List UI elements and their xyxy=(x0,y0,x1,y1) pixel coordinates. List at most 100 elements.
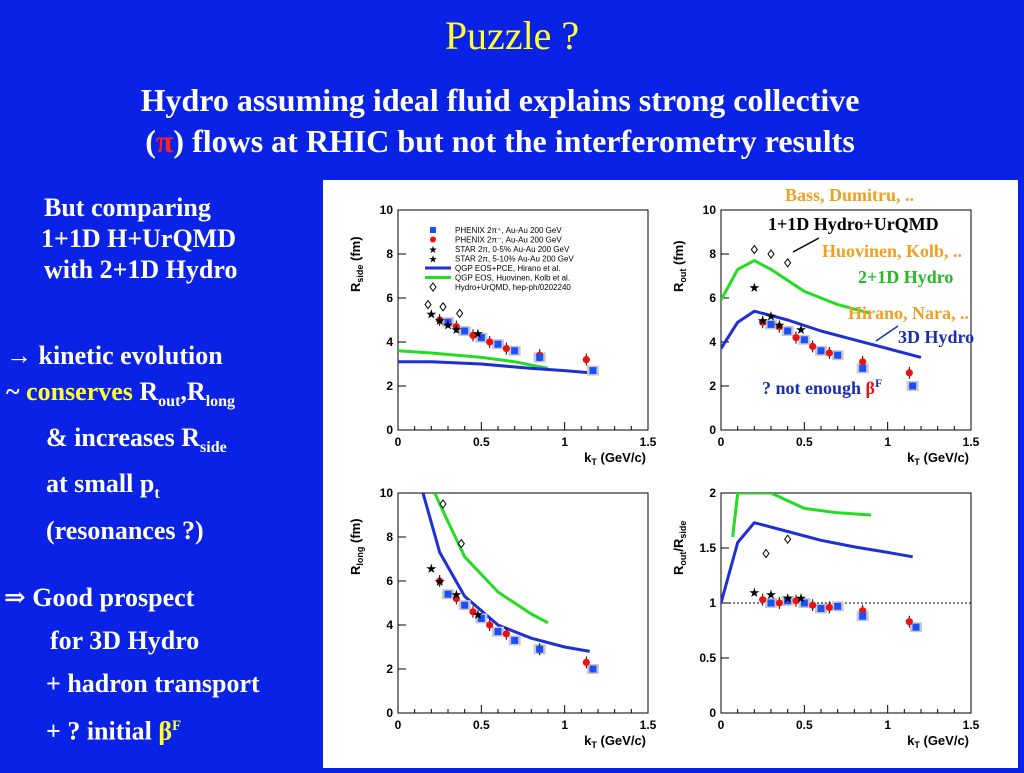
star-point: ★ xyxy=(434,313,446,328)
urqmd-point xyxy=(784,534,792,545)
kinetic-line3: & increases Rside xyxy=(46,420,235,466)
kinetic-evolution: kinetic evolution xyxy=(38,341,223,370)
y-axis-label-part: R xyxy=(671,565,686,575)
y-tick-label: 0 xyxy=(709,423,716,437)
phenix-pos-point xyxy=(477,614,485,622)
phenix-pos-point xyxy=(589,367,597,375)
comparing-line2: 1+1D H+UrQMD xyxy=(41,224,236,253)
x-tick-label: 1.5 xyxy=(640,435,657,449)
kinetic-text: → kinetic evolution ~ conserves Rout,Rlo… xyxy=(6,338,235,549)
star-point: ★ xyxy=(749,585,761,600)
y-tick-label: 2 xyxy=(386,662,393,676)
legend-marker-diamond xyxy=(429,282,437,292)
y-axis-label-part: (fm) xyxy=(671,240,686,268)
x-axis-label: kT (GeV/c) xyxy=(907,733,969,750)
x-tick-label: 0 xyxy=(718,718,725,732)
phenix-pos-point xyxy=(834,351,842,359)
phenix-neg-point xyxy=(582,356,590,364)
plot-frame xyxy=(397,492,649,714)
plot-area: ★★★★ ★ xyxy=(721,244,922,391)
phenix-neg-point xyxy=(582,658,590,666)
urqmd-point xyxy=(424,299,432,310)
x-axis-label: kT (GeV/c) xyxy=(584,733,646,750)
hydro3d-arrow xyxy=(875,325,899,342)
hirano-curve xyxy=(721,309,922,359)
hirano-curve xyxy=(721,521,913,604)
increases-text: & increases R xyxy=(46,423,201,453)
x-tick-label: 0.5 xyxy=(796,718,813,732)
urqmd-point xyxy=(439,301,447,312)
phenix-neg-point xyxy=(759,318,767,326)
y-tick-label: 6 xyxy=(386,574,393,588)
y-tick-label: 1 xyxy=(709,596,716,610)
phenix-neg-point xyxy=(792,597,800,605)
y-axis-label-part: out xyxy=(678,552,688,566)
star-point: ★ xyxy=(472,607,484,622)
star-point: ★ xyxy=(795,322,807,337)
phenix-neg-point xyxy=(502,630,510,638)
legend-marker-star: ★ xyxy=(429,255,438,266)
y-tick-label: 2 xyxy=(386,379,393,393)
star-point: ★ xyxy=(782,591,794,606)
paren-open: ( xyxy=(145,123,156,159)
legend-entry: STAR 2π, 5-10% Au-Au 200 GeV xyxy=(455,255,574,264)
star-point: ★ xyxy=(757,313,769,328)
y-axis-label: Rout (fm) xyxy=(671,240,688,292)
y-tick-label: 6 xyxy=(386,291,393,305)
not-enough-sup: F xyxy=(875,376,883,390)
y-axis-label-part: long xyxy=(355,547,365,566)
phenix-neg-point xyxy=(452,595,460,603)
pi-symbol: π xyxy=(155,123,174,159)
phenix-pos-point xyxy=(444,590,452,598)
plots-panel: 0 2 4 6 8 10 0 0.5 1 1.5 kT (GeV/c) Rside (fm) ★ ★ ★ ★ ★… xyxy=(323,180,1018,768)
hirano-curve xyxy=(398,360,590,375)
y-axis-label-part: side xyxy=(678,521,688,539)
y-axis-label-part: (fm) xyxy=(348,518,363,546)
prospect-text: ⇒ Good prospect for 3D Hydro + hadron tr… xyxy=(4,576,260,753)
phenix-pos-point xyxy=(817,605,825,612)
phenix-neg-point xyxy=(809,601,817,609)
slide-subtitle: Hydro assuming ideal fluid explains stro… xyxy=(20,80,980,162)
y-axis-label-part: /R xyxy=(671,538,686,552)
y-tick-label: 8 xyxy=(386,247,393,261)
prospect-line3: + hadron transport xyxy=(46,669,260,698)
y-tick-label: 6 xyxy=(709,291,716,305)
y-tick-label: 8 xyxy=(386,530,393,544)
x-axis-label-unit: (GeV/c) xyxy=(920,733,969,748)
y-axis-label: Rout/Rside xyxy=(671,521,688,575)
huovinen-curve xyxy=(398,349,549,370)
y-tick-label: 0.5 xyxy=(699,651,716,665)
x-tick-label: 1 xyxy=(884,718,891,732)
star-point: ★ xyxy=(451,587,463,602)
phenix-neg-point xyxy=(905,618,913,626)
chart-4: 00.511.520 0.5 1 1.5kT (GeV/c)Rout/Rside★ ★ ★… xyxy=(671,486,980,750)
urqmd-point xyxy=(762,548,770,559)
y-tick-label: 2 xyxy=(709,379,716,393)
phenix-pos-point xyxy=(859,612,867,620)
sub-side: side xyxy=(200,439,227,457)
y-tick-label: 10 xyxy=(380,486,394,500)
phenix-neg-point xyxy=(775,599,783,607)
annotation-hirano: Hirano, Nara, .. xyxy=(848,303,969,323)
comparing-text: But comparing 1+1D H+UrQMD with 2+1D Hyd… xyxy=(41,192,237,285)
y-axis-label-part: (fm) xyxy=(348,236,363,264)
phenix-pos-point xyxy=(511,636,519,644)
phenix-pos-point xyxy=(536,353,544,361)
huovinen-curve xyxy=(721,259,872,315)
slide-title: Puzzle ? xyxy=(444,13,580,58)
y-tick-label: 4 xyxy=(709,335,716,349)
plot-area: ★★★★ xyxy=(421,493,599,674)
y-tick-label: 0 xyxy=(386,423,393,437)
phenix-neg-point xyxy=(469,608,477,616)
phenix-neg-point xyxy=(825,349,833,357)
x-tick-label: 1.5 xyxy=(963,718,980,732)
y-tick-label: 10 xyxy=(703,203,717,217)
huovinen-curve xyxy=(433,493,549,625)
phenix-pos-point xyxy=(800,599,808,607)
urqmd-point xyxy=(456,308,464,319)
x-axis-label: kT (GeV/c) xyxy=(584,450,646,467)
small-pt-text: at small p xyxy=(46,469,155,499)
y-axis-label: Rlong (fm) xyxy=(348,518,365,575)
phenix-neg-point xyxy=(825,603,833,611)
